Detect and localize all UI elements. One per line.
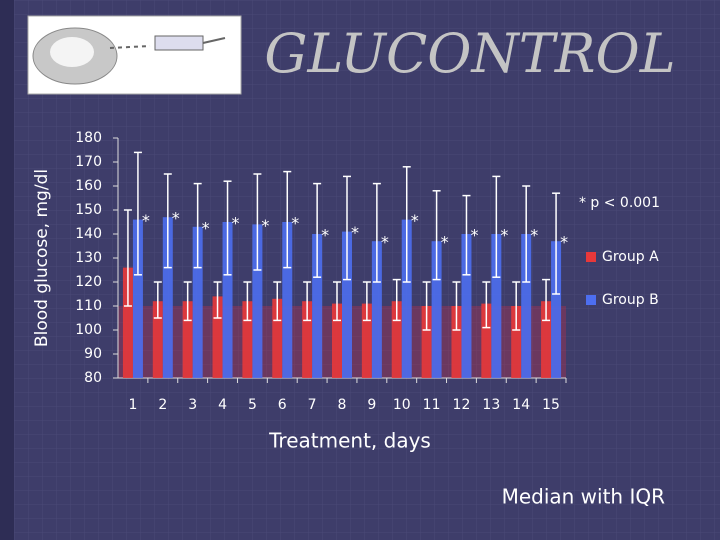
significance-marker: * xyxy=(441,233,449,252)
legend-swatch xyxy=(586,295,596,305)
significance-marker: * xyxy=(261,216,269,235)
x-tick-label: 10 xyxy=(393,397,411,413)
y-tick-label: 170 xyxy=(75,154,102,170)
bar xyxy=(222,222,233,378)
x-tick-label: 12 xyxy=(453,397,471,413)
y-tick-label: 140 xyxy=(75,226,102,242)
y-tick-label: 80 xyxy=(84,370,102,386)
bar xyxy=(391,301,402,378)
significance-note: * p < 0.001 xyxy=(579,195,660,211)
significance-marker: * xyxy=(500,226,508,245)
side-stripe xyxy=(0,0,14,540)
significance-marker: * xyxy=(411,211,419,230)
bar xyxy=(511,306,522,378)
legend-label: Group B xyxy=(602,292,659,308)
bar xyxy=(451,306,462,378)
x-tick-label: 11 xyxy=(423,397,441,413)
legend-swatch xyxy=(586,252,596,262)
bar xyxy=(401,219,412,378)
significance-marker: * xyxy=(291,214,299,233)
bar xyxy=(302,301,313,378)
bar xyxy=(332,303,342,378)
x-tick-label: 8 xyxy=(338,397,347,413)
x-tick-label: 6 xyxy=(278,397,287,413)
significance-marker: * xyxy=(351,223,359,242)
bar xyxy=(342,231,352,378)
significance-marker: * xyxy=(232,214,240,233)
significance-marker: * xyxy=(560,233,568,252)
bar xyxy=(212,296,223,378)
bar xyxy=(122,267,133,378)
bar xyxy=(361,303,372,378)
y-tick-label: 120 xyxy=(75,274,102,290)
bar xyxy=(551,241,562,378)
bar xyxy=(481,303,492,378)
x-tick-label: 3 xyxy=(188,397,197,413)
y-tick-label: 160 xyxy=(75,178,102,194)
y-tick-label: 110 xyxy=(75,298,102,314)
x-tick-label: 9 xyxy=(367,397,376,413)
bar xyxy=(431,241,442,378)
y-axis-label: Blood glucose, mg/dl xyxy=(32,169,52,347)
chart-title: GLUCONTROL xyxy=(264,22,675,85)
x-tick-label: 1 xyxy=(128,397,137,413)
significance-marker: * xyxy=(530,226,538,245)
y-tick-label: 130 xyxy=(75,250,102,266)
y-tick-label: 90 xyxy=(84,346,102,362)
bar xyxy=(282,222,293,378)
y-tick-label: 100 xyxy=(75,322,102,338)
significance-marker: * xyxy=(142,211,150,230)
bar xyxy=(421,306,432,378)
bar xyxy=(272,298,283,378)
bar xyxy=(541,301,552,378)
bar xyxy=(312,234,323,378)
x-axis-label: Treatment, days xyxy=(268,429,431,453)
significance-marker: * xyxy=(202,218,210,237)
bar xyxy=(461,234,472,378)
y-tick-label: 180 xyxy=(75,130,102,146)
bar xyxy=(162,217,173,378)
bar xyxy=(491,234,502,378)
bar xyxy=(192,226,203,378)
significance-marker: * xyxy=(321,226,329,245)
significance-marker: * xyxy=(172,209,180,228)
x-tick-label: 15 xyxy=(542,397,560,413)
bar xyxy=(371,241,382,378)
x-tick-label: 5 xyxy=(248,397,257,413)
bar xyxy=(521,234,532,378)
footer-note: Median with IQR xyxy=(502,485,666,509)
x-tick-label: 13 xyxy=(482,397,500,413)
x-tick-label: 4 xyxy=(218,397,227,413)
x-tick-label: 14 xyxy=(512,397,530,413)
logo-image xyxy=(27,15,242,95)
legend-label: Group A xyxy=(602,249,659,265)
bar xyxy=(252,224,263,378)
x-tick-label: 2 xyxy=(158,397,167,413)
bar xyxy=(182,301,193,378)
bar xyxy=(242,301,253,378)
significance-marker: * xyxy=(381,233,389,252)
bar xyxy=(132,219,143,378)
bar xyxy=(152,301,163,378)
x-tick-label: 7 xyxy=(308,397,317,413)
y-tick-label: 150 xyxy=(75,202,102,218)
significance-marker: * xyxy=(470,226,478,245)
